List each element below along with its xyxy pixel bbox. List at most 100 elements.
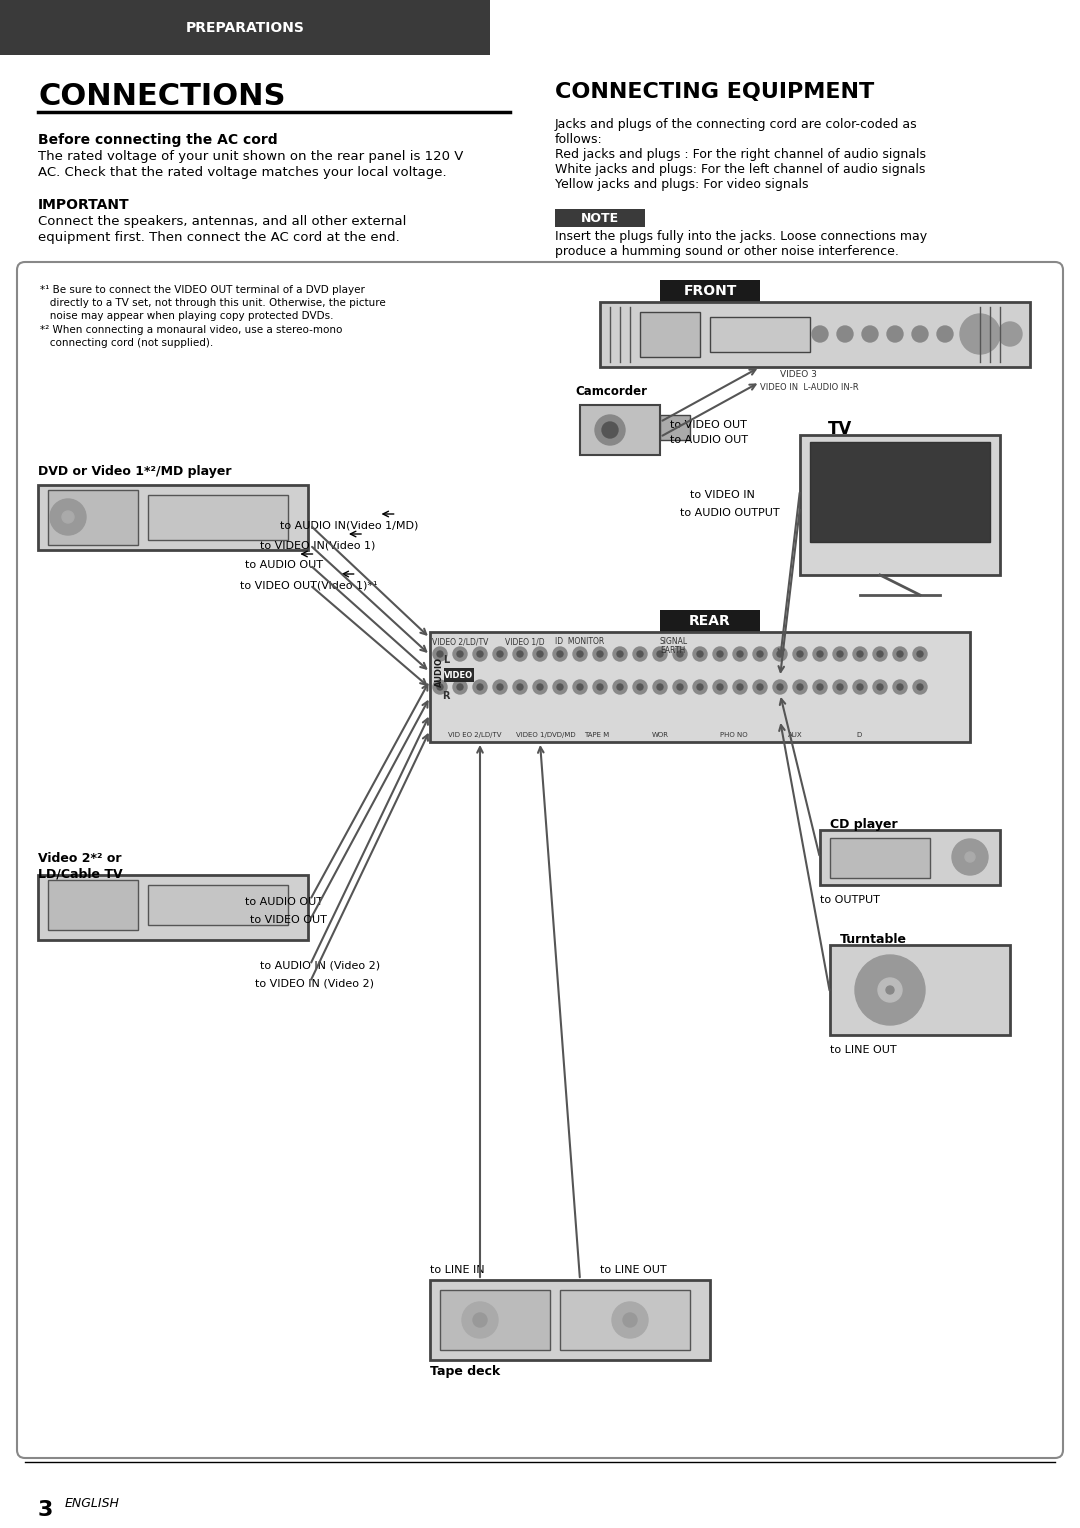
Text: AUDIO: AUDIO — [435, 657, 444, 688]
Circle shape — [657, 685, 663, 691]
FancyBboxPatch shape — [820, 830, 1000, 885]
Text: equipment first. Then connect the AC cord at the end.: equipment first. Then connect the AC cor… — [38, 231, 400, 244]
Text: WOR: WOR — [652, 732, 669, 738]
Circle shape — [793, 646, 807, 662]
Circle shape — [813, 680, 827, 694]
Circle shape — [597, 651, 603, 657]
Circle shape — [713, 646, 727, 662]
Circle shape — [492, 646, 507, 662]
Circle shape — [595, 416, 625, 445]
Circle shape — [887, 325, 903, 342]
Circle shape — [833, 646, 847, 662]
FancyBboxPatch shape — [38, 876, 308, 940]
FancyBboxPatch shape — [38, 484, 308, 550]
Text: VIDEO IN  L-AUDIO IN-R: VIDEO IN L-AUDIO IN-R — [760, 384, 859, 393]
Text: follows:: follows: — [555, 133, 603, 147]
FancyBboxPatch shape — [580, 405, 660, 455]
Text: connecting cord (not supplied).: connecting cord (not supplied). — [40, 338, 213, 348]
Circle shape — [612, 1302, 648, 1339]
Circle shape — [998, 322, 1022, 345]
Text: R: R — [442, 691, 449, 701]
Circle shape — [737, 685, 743, 691]
Circle shape — [473, 646, 487, 662]
Circle shape — [617, 685, 623, 691]
Text: IMPORTANT: IMPORTANT — [38, 199, 130, 212]
Circle shape — [693, 646, 707, 662]
Circle shape — [477, 685, 483, 691]
Circle shape — [633, 680, 647, 694]
Circle shape — [837, 685, 843, 691]
FancyBboxPatch shape — [831, 837, 930, 879]
Circle shape — [858, 685, 863, 691]
FancyBboxPatch shape — [831, 944, 1010, 1034]
Circle shape — [717, 685, 723, 691]
Circle shape — [617, 651, 623, 657]
Text: Camcorder: Camcorder — [575, 385, 647, 397]
Text: directly to a TV set, not through this unit. Otherwise, the picture: directly to a TV set, not through this u… — [40, 298, 386, 309]
Circle shape — [497, 651, 503, 657]
Text: Video 2*² or
LD/Cable TV: Video 2*² or LD/Cable TV — [38, 853, 123, 880]
Text: FRONT: FRONT — [684, 284, 737, 298]
Circle shape — [637, 651, 643, 657]
Text: AC. Check that the rated voltage matches your local voltage.: AC. Check that the rated voltage matches… — [38, 167, 447, 179]
Circle shape — [653, 680, 667, 694]
FancyBboxPatch shape — [660, 416, 690, 440]
Circle shape — [693, 680, 707, 694]
Circle shape — [773, 680, 787, 694]
Text: D: D — [856, 732, 861, 738]
FancyBboxPatch shape — [430, 1280, 710, 1360]
Circle shape — [797, 651, 804, 657]
Circle shape — [437, 685, 443, 691]
Text: NOTE: NOTE — [581, 211, 619, 225]
Circle shape — [677, 685, 683, 691]
Circle shape — [862, 325, 878, 342]
Circle shape — [913, 680, 927, 694]
Text: TV: TV — [828, 420, 852, 439]
Text: The rated voltage of your unit shown on the rear panel is 120 V: The rated voltage of your unit shown on … — [38, 150, 463, 163]
FancyBboxPatch shape — [17, 261, 1063, 1458]
FancyBboxPatch shape — [800, 435, 1000, 575]
Circle shape — [816, 651, 823, 657]
Circle shape — [577, 685, 583, 691]
Circle shape — [593, 646, 607, 662]
Circle shape — [517, 651, 523, 657]
Text: to AUDIO OUT: to AUDIO OUT — [245, 897, 323, 908]
Circle shape — [855, 955, 924, 1025]
Text: VIDEO 3: VIDEO 3 — [780, 370, 816, 379]
Circle shape — [537, 685, 543, 691]
Circle shape — [886, 986, 894, 995]
Circle shape — [812, 325, 828, 342]
Circle shape — [534, 646, 546, 662]
Circle shape — [816, 685, 823, 691]
Text: EARTH: EARTH — [660, 646, 685, 656]
Circle shape — [757, 651, 762, 657]
Text: to VIDEO OUT: to VIDEO OUT — [670, 420, 747, 429]
FancyBboxPatch shape — [640, 312, 700, 358]
Circle shape — [577, 651, 583, 657]
Circle shape — [917, 651, 923, 657]
Text: to AUDIO OUT: to AUDIO OUT — [245, 559, 323, 570]
Circle shape — [912, 325, 928, 342]
Text: to AUDIO IN(Video 1/MD): to AUDIO IN(Video 1/MD) — [280, 520, 418, 530]
Circle shape — [433, 646, 447, 662]
Text: L: L — [443, 656, 449, 665]
Text: to OUTPUT: to OUTPUT — [820, 895, 880, 905]
Text: CD player: CD player — [831, 817, 897, 831]
Circle shape — [777, 685, 783, 691]
Text: to LINE OUT: to LINE OUT — [831, 1045, 896, 1054]
FancyBboxPatch shape — [810, 442, 990, 542]
Circle shape — [793, 680, 807, 694]
Text: PHO NO: PHO NO — [720, 732, 747, 738]
Text: TAPE M: TAPE M — [584, 732, 609, 738]
Circle shape — [713, 680, 727, 694]
Circle shape — [457, 685, 463, 691]
Text: to LINE IN: to LINE IN — [430, 1265, 485, 1274]
FancyBboxPatch shape — [48, 880, 138, 931]
Circle shape — [453, 680, 467, 694]
Circle shape — [477, 651, 483, 657]
Circle shape — [737, 651, 743, 657]
FancyBboxPatch shape — [0, 0, 490, 55]
Circle shape — [853, 646, 867, 662]
Text: to VIDEO OUT(Video 1)*¹: to VIDEO OUT(Video 1)*¹ — [240, 581, 378, 590]
Circle shape — [797, 685, 804, 691]
